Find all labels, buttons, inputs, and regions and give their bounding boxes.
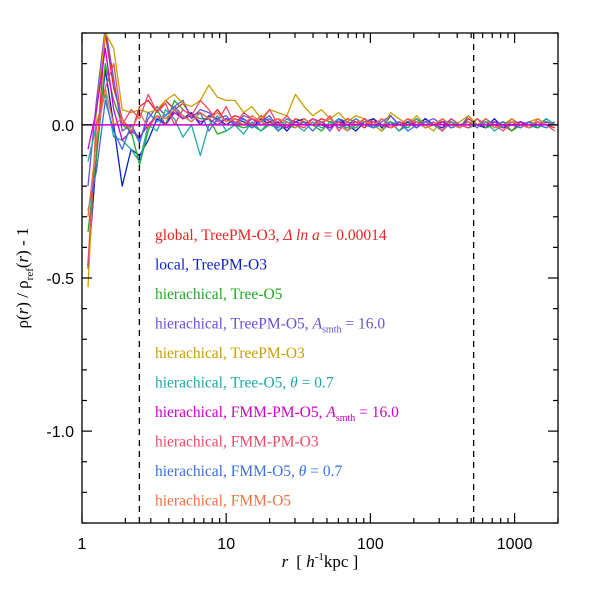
- legend-entry-8: hierachical, FMM-PM-O3: [155, 434, 319, 451]
- legend: global, TreePM-O3, Δ ln a = 0.00014 local…: [155, 227, 399, 510]
- x-tick-label: 10: [217, 536, 235, 553]
- legend-entry-4: hierachical, TreePM-O5, Asmth = 16.0: [155, 316, 385, 336]
- legend-entry-3: hierachical, Tree-O5: [155, 286, 283, 303]
- legend-entry-2: local, TreePM-O3: [155, 257, 267, 274]
- series-line-5: [87, 33, 556, 288]
- series-layer: [87, 33, 556, 288]
- legend-entry-9: hierachical, FMM-O5, θ = 0.7: [155, 463, 343, 480]
- legend-entry-7: hierachical, FMM-PM-O5, Asmth = 16.0: [155, 404, 399, 424]
- y-tick-label: -0.5: [46, 271, 74, 288]
- axis-ticks: 1 10 100 1000 0.0 -0.5 -1.0: [46, 32, 559, 553]
- legend-entry-1: global, TreePM-O3, Δ ln a = 0.00014: [155, 227, 387, 244]
- y-axis-title: ρ(r) / ρref(r) - 1: [13, 228, 36, 329]
- x-axis-title: r[ h-1kpc ]: [282, 551, 359, 571]
- reference-lines: [82, 33, 558, 523]
- y-tick-label: 0.0: [52, 118, 74, 135]
- series-line-3: [87, 62, 556, 233]
- x-tick-label: 1: [78, 536, 87, 553]
- legend-entry-6: hierachical, Tree-O5, θ = 0.7: [155, 375, 334, 392]
- x-tick-label: 1000: [497, 536, 533, 553]
- series-line-7: [87, 47, 555, 150]
- legend-entry-10: hierachical, FMM-O5: [155, 493, 291, 510]
- series-line-4: [87, 33, 556, 187]
- y-tick-label: -1.0: [46, 424, 74, 441]
- legend-entry-5: hierachical, TreePM-O3: [155, 345, 305, 362]
- x-tick-label: 100: [357, 536, 384, 553]
